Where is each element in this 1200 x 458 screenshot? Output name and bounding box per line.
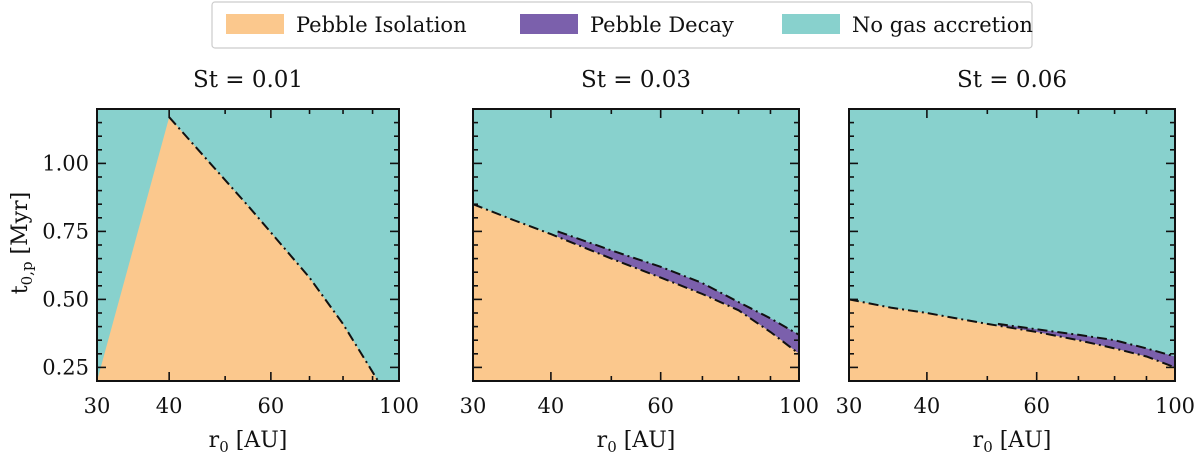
x-tick-label: 30 xyxy=(836,394,863,418)
region-pebble-isolation xyxy=(849,299,1175,381)
x-tick-label: 40 xyxy=(914,394,941,418)
legend-label-pebble-decay: Pebble Decay xyxy=(590,13,734,37)
pebble-isolation-boundary-line xyxy=(472,203,800,355)
y-tick-label: 0.50 xyxy=(42,287,89,311)
legend: Pebble Isolation Pebble Decay No gas acc… xyxy=(211,1,1033,49)
panel-title: St = 0.01 xyxy=(193,67,303,93)
x-tick-label: 40 xyxy=(156,394,183,418)
x-tick-label: 100 xyxy=(779,394,819,418)
x-axis-label: r0 [AU] xyxy=(597,428,676,456)
legend-label-pebble-isolation: Pebble Isolation xyxy=(296,13,467,37)
x-tick-label: 30 xyxy=(84,394,111,418)
legend-frame xyxy=(211,1,1033,49)
x-axis-label-subscript: 0 xyxy=(219,438,229,456)
x-axis-label-subscript: 0 xyxy=(983,438,993,456)
x-tick-label: 30 xyxy=(460,394,487,418)
pebble-isolation-boundary-line xyxy=(848,298,1176,369)
x-axis-label-base: r xyxy=(597,428,608,453)
x-tick-labels: 30 40 60 100 xyxy=(836,394,1195,418)
y-tick-label: 0.25 xyxy=(42,355,89,379)
y-tick-label: 0.75 xyxy=(42,219,89,243)
y-axis-label: t0,p [Myr] xyxy=(8,192,36,294)
x-tick-labels: 30 40 60 100 xyxy=(84,394,419,418)
legend-swatch-no-gas-accretion xyxy=(782,14,840,34)
x-tick-label: 100 xyxy=(379,394,419,418)
region-pebble-isolation xyxy=(473,204,799,381)
panel-title: St = 0.03 xyxy=(581,67,691,93)
legend-swatch-pebble-decay xyxy=(520,14,578,34)
x-axis-label-base: r xyxy=(973,428,984,453)
panel-title: St = 0.06 xyxy=(957,67,1067,93)
axes-frame xyxy=(848,108,1176,382)
y-axis-label-subscript: 0,p xyxy=(18,261,36,285)
legend-swatch-pebble-isolation xyxy=(226,14,284,34)
x-tick-label: 40 xyxy=(538,394,565,418)
y-axis-label-base: t xyxy=(8,285,33,294)
x-axis-label-base: r xyxy=(209,428,220,453)
x-tick-labels: 30 40 60 100 xyxy=(460,394,819,418)
axes-frame xyxy=(472,108,800,382)
region-pebble-isolation xyxy=(97,117,379,381)
x-axis-label: r0 [AU] xyxy=(209,428,288,456)
y-axis-label-unit: [Myr] xyxy=(8,192,33,262)
x-axis-label-subscript: 0 xyxy=(607,438,617,456)
x-tick-label: 60 xyxy=(257,394,284,418)
panel-st-0-01: St = 0.01 30 40 60 100 0.25 0.50 0.75 1.00 r0 … xyxy=(8,67,419,456)
y-tick-label: 1.00 xyxy=(42,151,89,175)
panel-st-0-03: St = 0.03 30 40 60 100 r0 [AU] xyxy=(460,67,819,456)
y-tick-labels: 0.25 0.50 0.75 1.00 xyxy=(42,151,89,379)
region-pebble-decay xyxy=(557,231,799,354)
legend-label-no-gas-accretion: No gas accretion xyxy=(852,13,1033,37)
x-axis-label-unit: [AU] xyxy=(993,428,1052,453)
pebble-isolation-boundary-line xyxy=(168,116,379,382)
x-tick-label: 60 xyxy=(1023,394,1050,418)
x-tick-label: 100 xyxy=(1155,394,1195,418)
x-axis-label-unit: [AU] xyxy=(617,428,676,453)
pebble-decay-boundary-line xyxy=(997,322,1176,358)
axes-frame xyxy=(96,108,400,382)
x-tick-label: 60 xyxy=(647,394,674,418)
panel-st-0-06: St = 0.06 30 40 60 100 r0 [AU] xyxy=(836,67,1195,456)
x-axis-label: r0 [AU] xyxy=(973,428,1052,456)
x-axis-label-unit: [AU] xyxy=(229,428,288,453)
